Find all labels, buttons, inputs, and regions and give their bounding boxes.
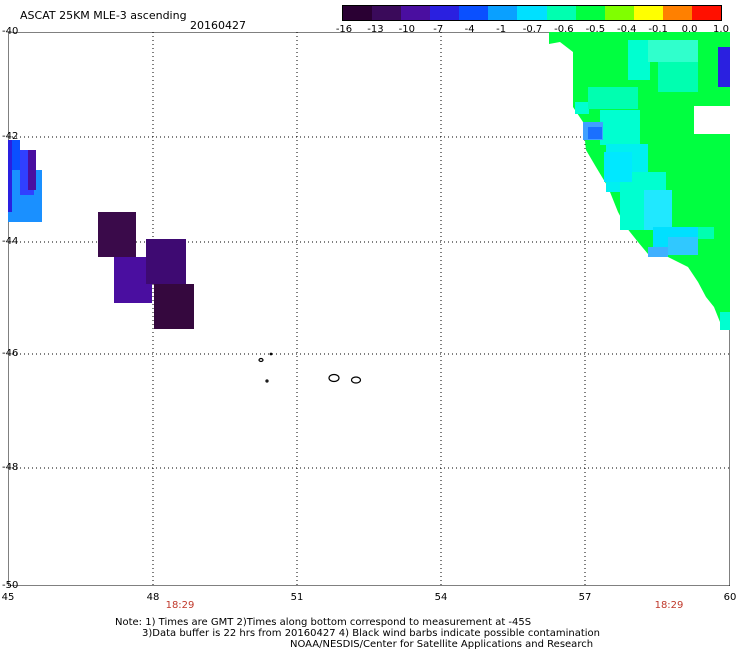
colorbar-ticks: -16 -13 -10 -7 -4 -1 -0.7 -0.6 -0.5 -0.4 -0.1 0.0 1.… (330, 24, 730, 36)
colorbar-swatch (343, 6, 373, 20)
colorbar-tick-label: -13 (367, 24, 384, 35)
colorbar-tick-label: -0.7 (522, 24, 543, 35)
chart-title: ASCAT 25KM MLE-3 ascending (20, 9, 187, 22)
colorbar-tick-label: -16 (335, 24, 353, 35)
lon-label: 51 (290, 592, 304, 603)
colorbar-tick-label: -0.4 (616, 24, 637, 35)
note-line-2: 3)Data buffer is 22 hrs from 20160427 4)… (142, 628, 600, 639)
colorbar-tick-label: 1.0 (713, 24, 729, 35)
rain-flagged-cells (98, 212, 194, 329)
colorbar-swatch (517, 6, 547, 20)
map-svg (8, 32, 730, 586)
lon-label: 48 (146, 592, 160, 603)
lat-label: -42 (2, 131, 19, 142)
lat-label: -40 (2, 26, 19, 37)
chart-date: 20160427 (190, 19, 246, 32)
lon-label: 60 (723, 592, 737, 603)
lat-label: -44 (2, 236, 19, 247)
colorbar-tick-label: -0.5 (585, 24, 606, 35)
colorbar-swatch (546, 6, 576, 20)
lat-label: -48 (2, 462, 19, 473)
map-plot-area: -40 -42 -44 -46 -48 -50 (2, 26, 730, 591)
colorbar-swatch (372, 6, 402, 20)
lat-label: -46 (2, 348, 19, 359)
colorbar-swatch (401, 6, 431, 20)
note-line-3: NOAA/NESDIS/Center for Satellite Applica… (290, 639, 594, 650)
lat-label: -50 (2, 580, 19, 591)
colorbar-tick-label: -10 (398, 24, 415, 35)
colorbar-tick-label: -0.1 (648, 24, 668, 35)
lon-label: 45 (1, 592, 15, 603)
colorbar-swatch (691, 6, 722, 20)
colorbar-swatch (604, 6, 634, 20)
colorbar-tick-label: -1 (496, 24, 507, 35)
colorbar-swatch (459, 6, 489, 20)
colorbar-tick-label: -7 (433, 24, 444, 35)
colorbar-swatch (575, 6, 605, 20)
note-line-1: Note: 1) Times are GMT 2)Times along bot… (115, 617, 532, 628)
swath-right (549, 32, 730, 330)
colorbar-tick-label: -0.6 (554, 24, 574, 35)
colorbar-swatch (662, 6, 692, 20)
colorbar-swatch (488, 6, 518, 20)
island-outlines (258, 352, 362, 384)
colorbar-swatch (633, 6, 663, 20)
lon-label: 57 (578, 592, 592, 603)
swath-left (8, 140, 42, 222)
time-label: 18:29 (165, 600, 195, 611)
time-label: 18:29 (654, 600, 684, 611)
colorbar-tick-label: -4 (464, 24, 475, 35)
colorbar (342, 5, 722, 21)
colorbar-swatch (430, 6, 460, 20)
colorbar-tick-label: 0.0 (681, 24, 698, 35)
lon-label: 54 (434, 592, 448, 603)
